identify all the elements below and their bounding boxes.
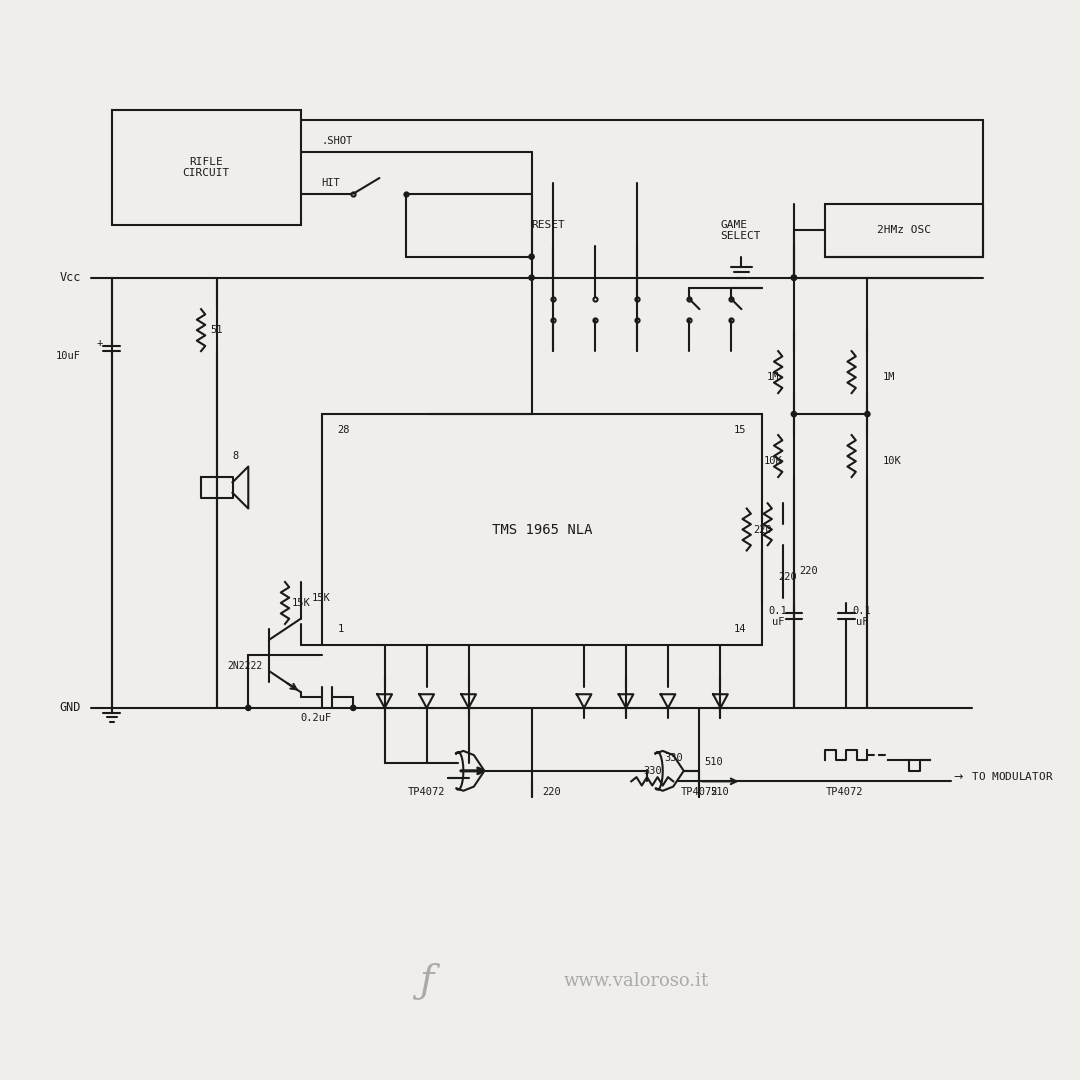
Text: .SHOT: .SHOT — [322, 136, 353, 146]
Text: 220: 220 — [753, 525, 772, 535]
Circle shape — [529, 275, 535, 281]
Text: ƒ: ƒ — [419, 962, 434, 999]
Circle shape — [865, 411, 870, 417]
Text: TP4072: TP4072 — [825, 787, 863, 797]
Polygon shape — [656, 751, 684, 791]
Text: 15K: 15K — [311, 593, 330, 603]
Text: GND: GND — [59, 701, 81, 714]
Text: 1M: 1M — [883, 373, 895, 382]
Text: GAME
SELECT: GAME SELECT — [720, 219, 761, 241]
Text: 2HMz OSC: 2HMz OSC — [877, 226, 931, 235]
Text: 0.1
uF: 0.1 uF — [769, 606, 787, 627]
Bar — [825, 204, 983, 257]
Bar — [322, 414, 762, 645]
Text: 0.1
uF: 0.1 uF — [853, 606, 872, 627]
Text: 1: 1 — [337, 624, 343, 634]
Circle shape — [792, 275, 797, 281]
Text: HIT: HIT — [322, 178, 340, 188]
Text: RIFLE
CIRCUIT: RIFLE CIRCUIT — [183, 157, 230, 178]
Polygon shape — [456, 751, 484, 791]
Text: 10K: 10K — [764, 457, 782, 467]
Text: 220: 220 — [779, 571, 797, 582]
Text: TP4072: TP4072 — [680, 787, 718, 797]
Circle shape — [351, 705, 355, 711]
Text: www.valoroso.it: www.valoroso.it — [564, 972, 710, 989]
Text: +: + — [96, 338, 103, 348]
Text: 15K: 15K — [292, 598, 310, 608]
Circle shape — [245, 705, 251, 711]
Text: 10K: 10K — [883, 457, 902, 467]
Text: RESET: RESET — [531, 220, 565, 230]
Bar — [112, 110, 300, 226]
Circle shape — [792, 275, 797, 281]
Text: 0.2uF: 0.2uF — [301, 714, 333, 724]
Text: 14: 14 — [734, 624, 746, 634]
Text: 330: 330 — [643, 766, 662, 775]
Text: 330: 330 — [664, 753, 683, 764]
Text: 28: 28 — [337, 424, 350, 435]
Text: $\rightarrow$ TO MODULATOR: $\rightarrow$ TO MODULATOR — [951, 770, 1054, 782]
Text: Vcc: Vcc — [59, 271, 81, 284]
Text: 510: 510 — [710, 787, 729, 797]
Text: 8: 8 — [232, 451, 239, 461]
Text: TMS 1965 NLA: TMS 1965 NLA — [491, 523, 592, 537]
Text: 220: 220 — [542, 787, 561, 797]
Text: 2N2222: 2N2222 — [227, 661, 262, 671]
Circle shape — [792, 411, 797, 417]
Text: 51: 51 — [211, 325, 224, 335]
Text: TP4072: TP4072 — [408, 787, 445, 797]
Text: 220: 220 — [799, 567, 818, 577]
Circle shape — [529, 254, 535, 259]
Text: 510: 510 — [705, 757, 724, 768]
Text: 1M: 1M — [767, 373, 779, 382]
Text: 10uF: 10uF — [55, 351, 80, 362]
Text: 15: 15 — [734, 424, 746, 435]
